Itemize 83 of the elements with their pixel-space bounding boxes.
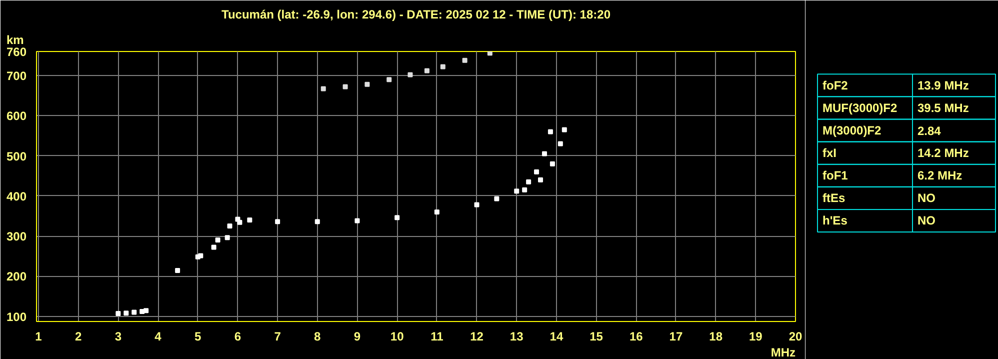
text: M(3000)F2 bbox=[822, 123, 882, 138]
point bbox=[542, 151, 547, 156]
text: h'Es bbox=[822, 214, 848, 228]
y-tick-label: 500 bbox=[6, 149, 27, 164]
text: foF2 bbox=[822, 78, 848, 92]
point bbox=[211, 244, 216, 250]
point bbox=[434, 209, 440, 214]
x-tick-label: 15 bbox=[590, 330, 604, 344]
x-tick-label: 18 bbox=[709, 330, 723, 344]
x-tick-label: 2 bbox=[75, 330, 82, 344]
point bbox=[538, 177, 544, 182]
text: MUF(3000)F2 bbox=[822, 100, 898, 115]
text: NO bbox=[918, 191, 936, 206]
chart-title: Tucumán (lat: -26.9, lon: 294.6) - DATE: 2025 02 12 - TIME (UT): 18:20 bbox=[222, 8, 611, 22]
x-tick-label: 10 bbox=[390, 330, 404, 344]
point bbox=[562, 127, 567, 132]
x-tick-label: 8 bbox=[314, 330, 322, 344]
point bbox=[548, 129, 553, 134]
point bbox=[314, 219, 320, 224]
x-tick-label: 12 bbox=[470, 330, 484, 344]
point bbox=[494, 196, 500, 202]
point bbox=[522, 187, 528, 192]
x-tick-label: 13 bbox=[510, 330, 524, 344]
text: foF1 bbox=[822, 168, 848, 183]
point bbox=[247, 218, 252, 222]
point bbox=[394, 215, 400, 220]
point bbox=[132, 310, 137, 315]
y-tick-label: 700 bbox=[6, 69, 27, 84]
point bbox=[224, 235, 230, 240]
point bbox=[227, 224, 232, 229]
x-tick-label: 19 bbox=[748, 330, 763, 344]
x-tick-label: 11 bbox=[430, 330, 444, 344]
y-axis-title: km bbox=[6, 33, 24, 47]
text: 13.9 MHz bbox=[918, 78, 969, 92]
text: fxI bbox=[822, 146, 837, 160]
point bbox=[462, 58, 468, 63]
point bbox=[354, 218, 360, 224]
y-tick-label: 600 bbox=[6, 109, 27, 124]
y-tick-label: 200 bbox=[6, 270, 27, 284]
point bbox=[424, 68, 430, 74]
point bbox=[175, 268, 180, 274]
x-tick-label: 6 bbox=[234, 330, 242, 344]
point bbox=[342, 84, 348, 90]
point bbox=[320, 86, 326, 92]
text: 6.2 MHz bbox=[918, 168, 962, 183]
x-tick-label: 7 bbox=[274, 330, 282, 344]
x-tick-label: 1 bbox=[35, 330, 42, 344]
y-tick-label: 400 bbox=[6, 189, 27, 204]
text: 14.2 MHz bbox=[918, 146, 969, 160]
y-tick-label: 760 bbox=[6, 45, 27, 59]
point bbox=[526, 179, 532, 184]
y-tick-label: 300 bbox=[6, 230, 27, 244]
point bbox=[198, 253, 204, 258]
x-tick-label: 5 bbox=[194, 330, 202, 344]
x-tick-label: 14 bbox=[550, 330, 564, 344]
point bbox=[215, 238, 220, 243]
point bbox=[364, 82, 370, 87]
x-axis-title: MHz bbox=[770, 346, 796, 359]
text: 2.84 bbox=[918, 124, 942, 138]
point bbox=[550, 161, 555, 166]
point bbox=[144, 308, 149, 314]
text: ftEs bbox=[822, 191, 846, 206]
x-tick-label: 17 bbox=[669, 330, 683, 344]
x-tick-label: 3 bbox=[114, 330, 122, 344]
point bbox=[237, 220, 242, 225]
point bbox=[440, 64, 446, 70]
point bbox=[386, 77, 392, 82]
point bbox=[124, 310, 129, 316]
x-tick-label: 4 bbox=[154, 330, 162, 344]
x-tick-label: 16 bbox=[629, 330, 644, 344]
point bbox=[514, 188, 520, 194]
point bbox=[558, 141, 563, 146]
point bbox=[474, 202, 480, 208]
point bbox=[116, 310, 121, 316]
y-tick-label: 100 bbox=[6, 310, 27, 324]
text: 39.5 MHz bbox=[918, 100, 969, 115]
point bbox=[487, 52, 492, 56]
x-tick-label: 20 bbox=[788, 330, 802, 344]
text: NO bbox=[918, 214, 936, 228]
x-tick-label: 9 bbox=[354, 330, 361, 344]
point bbox=[534, 169, 540, 174]
point bbox=[275, 219, 280, 224]
point bbox=[408, 72, 413, 78]
